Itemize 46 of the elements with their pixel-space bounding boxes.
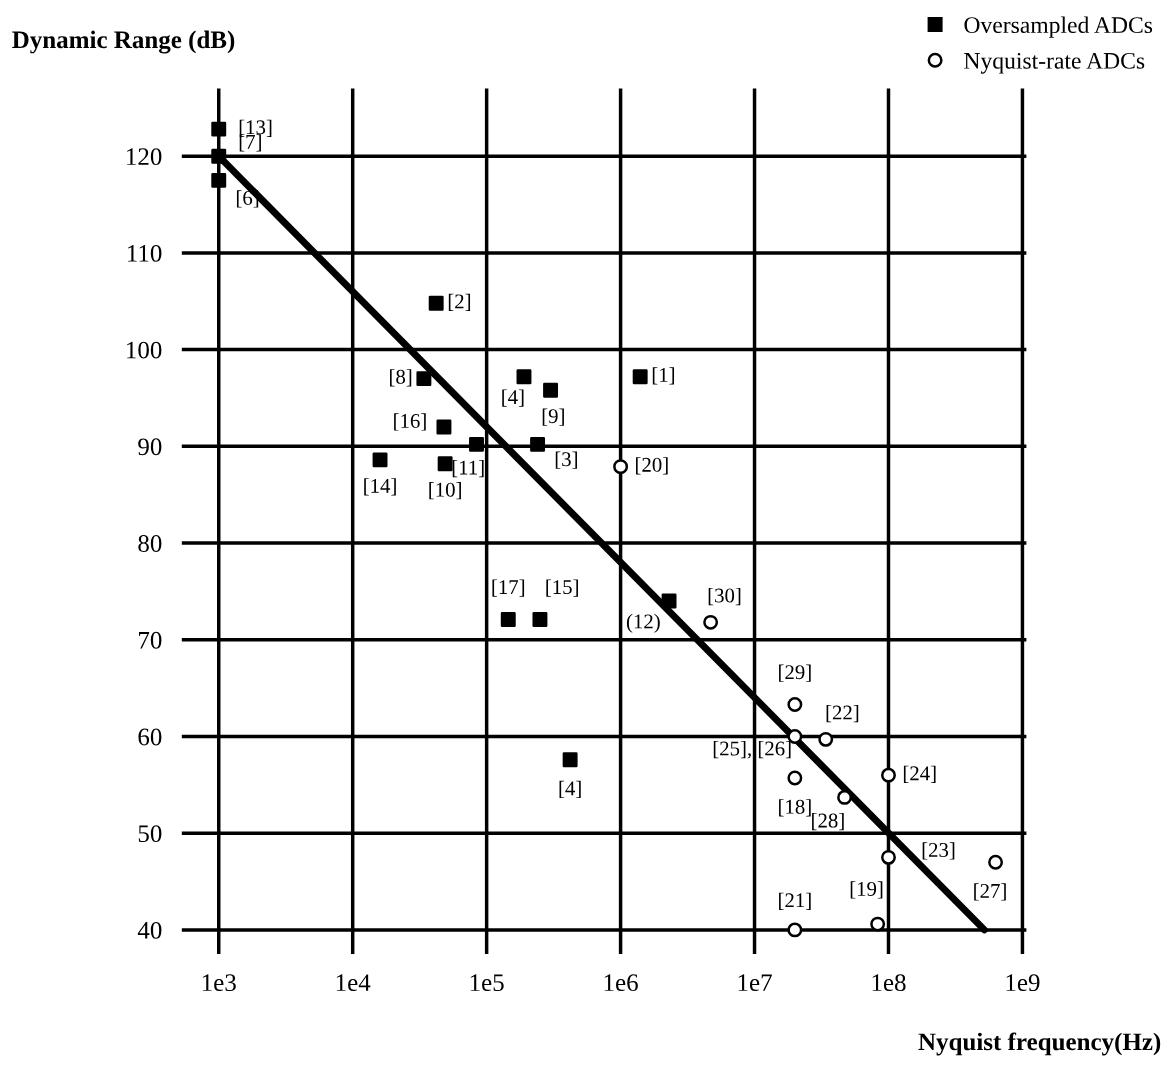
annotation: [19]: [850, 881, 883, 899]
annotation: [14]: [364, 478, 396, 496]
annotation: [16]: [394, 413, 426, 431]
annotation: [20]: [636, 457, 668, 475]
x-tick-label: 1e7: [738, 974, 772, 992]
y-tick-label: 100: [127, 341, 162, 359]
annotation: [1]: [652, 367, 675, 385]
x-axis-title: Nyquist frequency(Hz): [918, 1032, 1161, 1056]
annotation: [30]: [708, 587, 741, 606]
y-tick-label: 40: [137, 921, 162, 939]
y-tick-label: 60: [138, 728, 162, 746]
annotation: [17]: [492, 579, 525, 597]
annotation: [22]: [826, 704, 859, 723]
x-tick-label: 1e8: [872, 974, 906, 992]
y-tick-label: 80: [138, 535, 162, 552]
annotation: [8]: [390, 369, 412, 387]
annotation: [18]: [779, 799, 811, 817]
annotation: [27]: [974, 883, 1006, 901]
annotation: [21]: [779, 892, 811, 910]
x-tick-label: 1e4: [336, 974, 371, 992]
annotation: [10]: [429, 482, 461, 500]
annotation: [11]: [452, 459, 484, 478]
annotation: [15]: [546, 579, 578, 597]
annotation: [3]: [555, 451, 577, 469]
annotation: [2]: [448, 293, 471, 311]
annotation: [4]: [559, 780, 581, 799]
annotation: [28]: [812, 812, 844, 831]
x-tick-label: 1e9: [1006, 974, 1040, 992]
annotation: (12): [626, 613, 660, 633]
annotation: [29]: [779, 664, 811, 682]
annotation: [25], [26]: [713, 740, 791, 759]
annotation: [4]: [502, 389, 524, 407]
x-tick-label: 1e5: [470, 974, 504, 992]
y-tick-label: 50: [138, 825, 162, 843]
annotation: [24]: [903, 765, 936, 783]
y-tick-label: 70: [139, 631, 162, 649]
y-tick-label: 110: [128, 244, 162, 262]
y-tick-label: 120: [127, 148, 162, 166]
y-axis-title: Dynamic Range (dB): [12, 30, 235, 54]
annotation: [9]: [542, 408, 564, 426]
annotation: [23]: [922, 842, 955, 860]
x-tick-label: 1e6: [604, 974, 638, 992]
y-tick-label: 90: [138, 438, 162, 456]
legend-label: Nyquist-rate ADCs: [964, 52, 1145, 74]
legend-label: Oversampled ADCs: [964, 16, 1153, 38]
x-tick-label: 1e3: [202, 974, 236, 992]
